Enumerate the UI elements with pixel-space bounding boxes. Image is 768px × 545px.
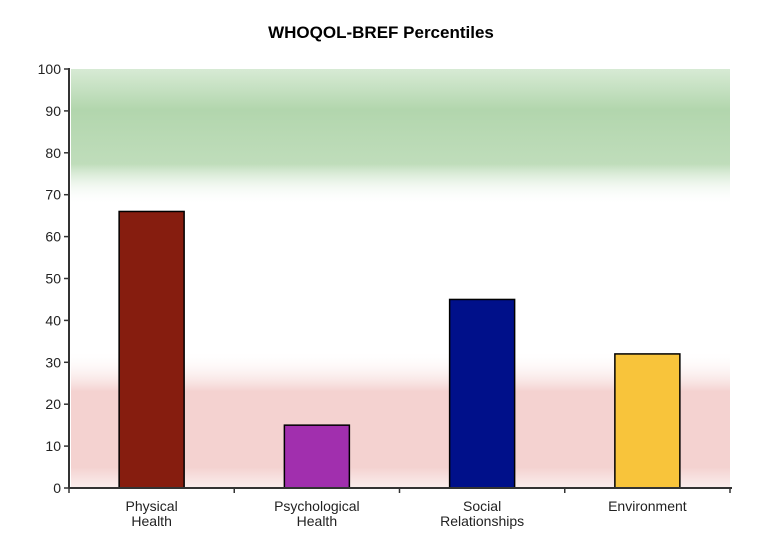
x-category-label-line: Physical [126,498,178,514]
chart-title: WHOQOL-BREF Percentiles [268,23,494,42]
bar-psychological-health [283,424,351,489]
x-category-label-line: Health [297,513,337,529]
y-tick-label: 20 [45,396,61,412]
bar-physical-health [118,210,185,489]
x-category-label-line: Social [463,498,501,514]
y-tick-label: 90 [45,103,61,119]
y-tick-label: 50 [45,271,61,287]
bar-social-relationships [448,298,516,489]
x-category-label: Social Relationships [440,498,524,529]
x-category-label: Psychological Health [274,498,360,529]
y-tick-label: 70 [45,187,61,203]
y-tick-label: 30 [45,354,61,370]
band-high-range [71,69,730,205]
x-category-label-line: Health [131,513,171,529]
y-tick-label: 60 [45,229,61,245]
y-tick-label: 40 [45,312,61,328]
y-axis-ticks: 0 10 20 30 40 50 60 70 80 90 100 [38,61,69,496]
x-category-label: Physical Health [126,498,178,529]
bars [118,210,681,489]
y-tick-label: 10 [45,438,61,454]
bar-environment [614,353,681,489]
x-category-label-line: Relationships [440,513,524,529]
y-tick-label: 100 [38,61,62,77]
x-category-label-line: Environment [608,498,687,514]
x-category-label: Environment [608,498,687,514]
y-tick-label: 0 [53,480,61,496]
x-category-label-line: Psychological [274,498,360,514]
y-tick-label: 80 [45,145,61,161]
